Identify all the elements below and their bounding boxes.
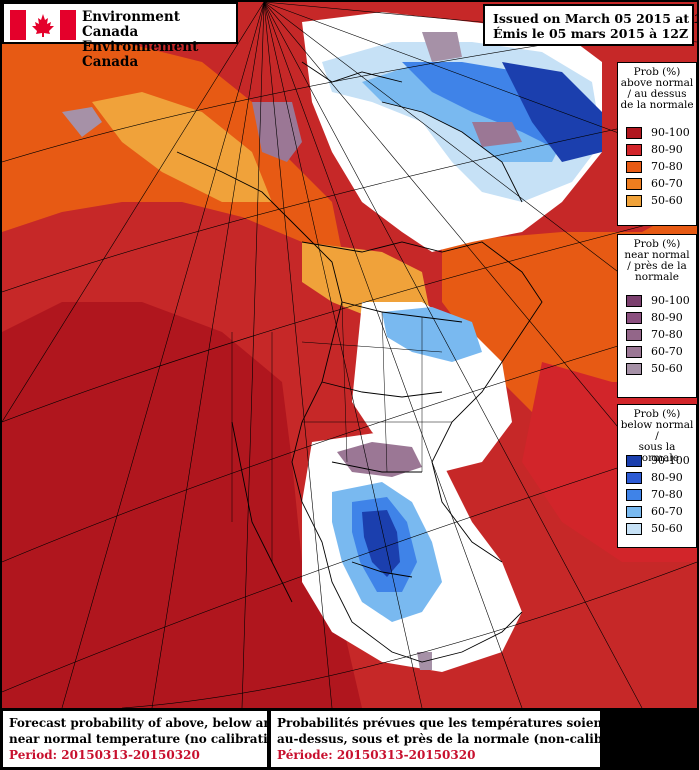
legend-above-title-line: / au dessus	[627, 88, 687, 100]
legend-above-title-line: de la normale	[620, 99, 694, 111]
legend-row: 90-100	[626, 453, 696, 470]
legend-label: 60-70	[651, 505, 683, 518]
legend-label: 90-100	[651, 294, 690, 307]
legend-swatch	[626, 312, 642, 324]
legend-row: 70-80	[626, 327, 696, 344]
legend-label: 90-100	[651, 454, 690, 467]
legend-swatch	[626, 489, 642, 501]
region-below-90-north	[502, 62, 602, 162]
legend-label: 70-80	[651, 160, 683, 173]
canada-flag-icon	[10, 10, 76, 40]
agency-logo: Environment Canada Environnement Canada	[2, 2, 238, 70]
legend-row: 80-90	[626, 310, 696, 327]
legend-near-title-line: / près de la	[627, 260, 687, 272]
agency-name-en: Environment Canada	[82, 9, 180, 40]
legend-near-title-line: Prob (%)	[633, 238, 681, 250]
legend-swatch	[626, 178, 642, 190]
legend-row: 60-70	[626, 344, 696, 361]
legend-row: 50-60	[626, 361, 696, 378]
legend-above-title: Prob (%) above normal / au dessus de la …	[618, 63, 696, 111]
legend-row: 60-70	[626, 504, 696, 521]
footer-en-line1: Forecast probability of above, below and	[9, 716, 281, 730]
footer-en-line2: near normal temperature (no calibration)	[9, 732, 291, 746]
footer-en-period: Period: 20150313-20150320	[9, 748, 200, 762]
legend-swatch	[626, 329, 642, 341]
region-near-50-alaska	[62, 107, 102, 137]
legend-swatch	[626, 127, 642, 139]
legend-label: 60-70	[651, 177, 683, 190]
issued-box: Issued on March 05 2015 at 12Z Émis le 0…	[483, 4, 699, 46]
legend-row: 90-100	[626, 293, 696, 310]
legend-row: 60-70	[626, 176, 696, 193]
legend-swatch	[626, 523, 642, 535]
region-near-60-baffin	[472, 122, 522, 147]
region-below-60-lakes	[382, 307, 482, 362]
legend-label: 50-60	[651, 522, 683, 535]
legend-near-title: Prob (%) near normal / près de la normal…	[618, 235, 696, 283]
legend-label: 70-80	[651, 328, 683, 341]
legend-label: 80-90	[651, 143, 683, 156]
legend-label: 80-90	[651, 471, 683, 484]
legend-below-title-line: below normal /	[620, 419, 694, 442]
legend-above-title-line: above normal	[620, 77, 694, 89]
region-near-60-south	[337, 442, 422, 477]
agency-name-fr: Environnement Canada	[82, 39, 199, 70]
footer-fr-period: Période: 20150313-20150320	[277, 748, 476, 762]
legend-swatch	[626, 161, 642, 173]
legend-below-title: Prob (%) below normal / sous la normale	[618, 405, 696, 464]
legend-above-normal: Prob (%) above normal / au dessus de la …	[617, 62, 697, 226]
legend-swatch	[626, 455, 642, 467]
legend-near-title-line: normale	[635, 271, 679, 283]
legend-below-normal: Prob (%) below normal / sous la normale …	[617, 404, 697, 548]
legend-row: 70-80	[626, 159, 696, 176]
legend-row: 80-90	[626, 142, 696, 159]
issued-date-fr: Émis le 05 mars 2015 à 12Z	[493, 26, 689, 41]
legend-label: 80-90	[651, 311, 683, 324]
footer-fr-line1: Probabilités prévues que les température…	[277, 716, 608, 730]
footer-panel-en: Forecast probability of above, below and…	[1, 709, 290, 769]
region-below-90-mexico	[362, 510, 400, 577]
legend-swatch	[626, 346, 642, 358]
legend-row: 70-80	[626, 487, 696, 504]
footer-fr-line2: au-dessus, sous et près de la normale (n…	[277, 732, 637, 746]
legend-near-normal: Prob (%) near normal / près de la normal…	[617, 234, 697, 398]
legend-row: 50-60	[626, 521, 696, 538]
legend-below-title-line: Prob (%)	[633, 408, 681, 420]
legend-label: 60-70	[651, 345, 683, 358]
legend-above-title-line: Prob (%)	[633, 66, 681, 78]
legend-swatch	[626, 295, 642, 307]
legend-near-title-line: near normal	[624, 249, 690, 261]
forecast-map	[2, 2, 697, 708]
legend-swatch	[626, 506, 642, 518]
coastlines	[176, 61, 543, 663]
legend-row: 80-90	[626, 470, 696, 487]
legend-swatch	[626, 144, 642, 156]
region-near-50-greenland	[422, 32, 462, 62]
legend-row: 50-60	[626, 193, 696, 210]
legend-label: 50-60	[651, 194, 683, 207]
legend-label: 70-80	[651, 488, 683, 501]
legend-label: 50-60	[651, 362, 683, 375]
footer-panel-fr: Probabilités prévues que les température…	[269, 709, 636, 769]
issued-date-en: Issued on March 05 2015 at 12Z	[493, 11, 699, 26]
state-borders	[231, 301, 452, 562]
legend-label: 90-100	[651, 126, 690, 139]
legend-row: 90-100	[626, 125, 696, 142]
legend-near-rows: 90-100 80-90 70-80 60-70 50-60	[626, 293, 696, 378]
legend-above-rows: 90-100 80-90 70-80 60-70 50-60	[626, 125, 696, 210]
legend-swatch	[626, 472, 642, 484]
legend-below-title-line: sous la normale	[635, 441, 679, 464]
footer: Forecast probability of above, below and…	[0, 709, 699, 770]
legend-swatch	[626, 195, 642, 207]
legend-below-rows: 90-100 80-90 70-80 60-70 50-60	[626, 453, 696, 538]
legend-swatch	[626, 363, 642, 375]
